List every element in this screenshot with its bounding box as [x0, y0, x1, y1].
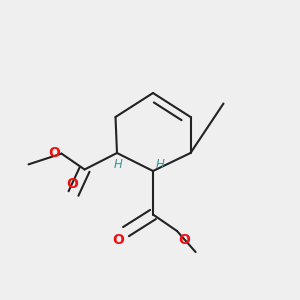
Text: O: O — [112, 233, 124, 247]
Text: H: H — [156, 158, 165, 171]
Text: O: O — [48, 146, 60, 160]
Text: H: H — [114, 158, 123, 171]
Text: O: O — [66, 177, 78, 191]
Text: O: O — [178, 232, 190, 247]
